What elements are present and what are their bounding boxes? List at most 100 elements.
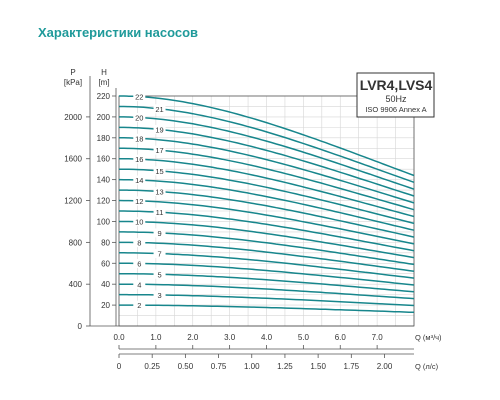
curve-label-bg — [133, 133, 146, 143]
pressure-tick-label: 0 — [78, 322, 83, 331]
curve-label: 4 — [137, 280, 141, 289]
curve-label: 16 — [135, 155, 143, 164]
pressure-axis-unit-kpa: [kPa] — [64, 78, 82, 87]
curve-label-bg — [133, 175, 146, 185]
curve-stages-16 — [118, 157, 415, 218]
curve-label-bg — [153, 269, 166, 279]
curve-label: 5 — [157, 270, 161, 279]
curve-label-bg — [133, 92, 146, 102]
curve-label-bg — [153, 290, 166, 300]
curve-label: 6 — [137, 259, 141, 268]
curve-stages-4 — [119, 283, 415, 300]
curve-label: 12 — [135, 197, 143, 206]
curve-label: 2 — [137, 301, 141, 310]
x-primary-tick-label: 2.0 — [187, 333, 199, 342]
curve-stages-17 — [119, 147, 415, 211]
curve-label: 11 — [156, 208, 164, 217]
x-secondary-tick-label: 1.50 — [310, 362, 326, 371]
curve-label-bg — [153, 207, 166, 217]
curve-stages-2 — [119, 304, 415, 314]
curve-label: 15 — [155, 167, 163, 176]
curve-stages-20 — [119, 116, 415, 190]
curve-label-bg — [133, 154, 146, 164]
curve-stages-12 — [118, 199, 415, 245]
x-primary-tick-label: 1.0 — [150, 333, 162, 342]
pressure-tick-label: 400 — [69, 280, 83, 289]
curve-labels: 2 3 4 5 6 7 8 9 10 11 12 13 14 15 16 17 18 19 20 21 22 — [133, 92, 166, 310]
x-primary-tick-label: 5.0 — [298, 333, 310, 342]
curve-stages-6 — [119, 262, 415, 286]
curve-label-bg — [133, 112, 146, 122]
head-tick-label: 160 — [97, 155, 111, 164]
pressure-tick-label: 2000 — [64, 113, 82, 122]
tick-labels: P[kPa]H[m]040080012001600200020406080100… — [64, 68, 442, 371]
x-primary-tick-label: 0.0 — [113, 333, 125, 342]
chart-title-box-frame — [356, 72, 435, 118]
curves — [118, 95, 415, 314]
curve-label: 8 — [137, 239, 141, 248]
curve-label: 21 — [155, 105, 163, 114]
curve-label-bg — [153, 145, 166, 155]
curve-label-bg — [153, 166, 166, 176]
chart-subtitle-standard: ISO 9906 Annex A — [365, 105, 426, 114]
curve-stages-22 — [119, 95, 415, 177]
curve-label: 9 — [157, 229, 161, 238]
curve-label-bg — [153, 187, 166, 197]
head-tick-label: 80 — [101, 238, 110, 247]
curve-stages-5 — [119, 272, 415, 293]
curve-stages-7 — [119, 252, 415, 279]
x-secondary-tick-label: 0 — [117, 362, 122, 371]
curve-stages-21 — [119, 105, 415, 184]
curve-label: 17 — [155, 146, 163, 155]
curve-label: 13 — [155, 188, 163, 197]
x-secondary-tick-label: 1.25 — [277, 362, 293, 371]
curve-label-bg — [133, 300, 146, 310]
head-tick-label: 40 — [101, 280, 110, 289]
x-secondary-tick-label: 0.75 — [211, 362, 227, 371]
head-tick-label: 200 — [97, 113, 111, 122]
head-tick-label: 220 — [97, 92, 111, 101]
curve-label-bg — [153, 228, 166, 238]
head-tick-label: 120 — [97, 197, 111, 206]
curve-label: 3 — [157, 291, 161, 300]
curve-stages-8 — [119, 241, 415, 273]
pressure-tick-label: 1200 — [64, 197, 82, 206]
curve-label: 18 — [135, 134, 143, 143]
curve-stages-19 — [119, 126, 415, 197]
curve-label-bg — [133, 279, 146, 289]
x-primary-tick-label: 6.0 — [335, 333, 347, 342]
chart-title: LVR4,LVS4 — [360, 77, 433, 93]
x-secondary-tick-label: 1.00 — [244, 362, 260, 371]
pressure-axis-unit: P — [70, 68, 75, 77]
x-primary-tick-label: 4.0 — [261, 333, 273, 342]
curve-label-bg — [133, 238, 146, 248]
curve-stages-10 — [119, 220, 415, 259]
head-tick-label: 140 — [97, 176, 111, 185]
curve-label: 7 — [157, 250, 161, 259]
curve-label-bg — [153, 249, 166, 259]
x-secondary-tick-label: 0.50 — [178, 362, 194, 371]
curve-label: 14 — [135, 176, 143, 185]
curve-label-bg — [133, 196, 146, 206]
head-tick-label: 180 — [97, 134, 111, 143]
x-primary-tick-label: 3.0 — [224, 333, 236, 342]
curve-label: 20 — [135, 113, 143, 122]
curve-stages-11 — [119, 210, 415, 252]
head-tick-label: 100 — [97, 217, 111, 226]
curve-label: 10 — [135, 218, 143, 227]
curve-stages-9 — [119, 231, 415, 266]
x-primary-axis-label: Q (м³/ч) — [415, 333, 442, 342]
curve-label-bg — [153, 104, 166, 114]
curve-stages-3 — [119, 293, 415, 307]
curve-stages-13 — [119, 189, 415, 238]
curve-stages-18 — [119, 137, 415, 204]
x-secondary-tick-label: 2.00 — [377, 362, 393, 371]
chart-title-box: LVR4,LVS4 50Hz ISO 9906 Annex A — [356, 72, 435, 118]
chart-subtitle-frequency: 50Hz — [385, 94, 407, 104]
x-secondary-tick-label: 0.25 — [144, 362, 160, 371]
curve-label-bg — [153, 124, 166, 134]
curve-label-bg — [133, 217, 146, 227]
head-axis-unit-m: [m] — [98, 78, 109, 87]
head-axis-unit: H — [101, 68, 107, 77]
